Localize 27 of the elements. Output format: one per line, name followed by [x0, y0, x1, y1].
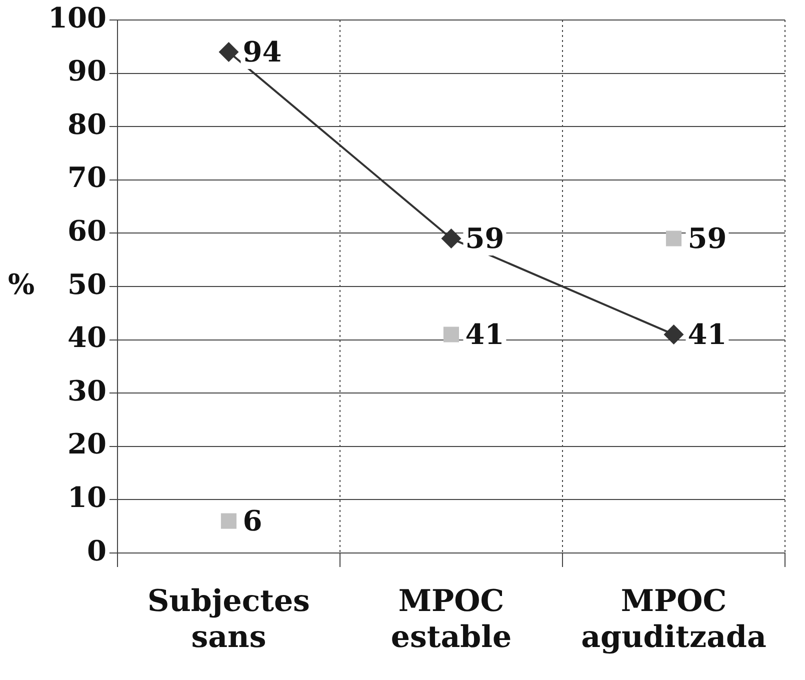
y-tick-label: 100 — [48, 1, 106, 34]
point — [664, 324, 684, 344]
data-label: 59 — [465, 222, 504, 255]
y-tick-label: 10 — [67, 480, 106, 514]
y-tick-label: 90 — [67, 54, 106, 88]
point — [441, 228, 462, 249]
x-tick-label: MPOC estable — [390, 584, 512, 655]
point — [220, 513, 236, 529]
y-axis-title: % — [8, 268, 35, 301]
point — [443, 326, 459, 342]
y-tick-label: 0 — [86, 534, 106, 568]
x-tick-label: MPOC aguditzada — [581, 584, 766, 655]
data-label: 94 — [242, 35, 282, 68]
data-label: 41 — [465, 318, 504, 351]
data-label: 59 — [688, 222, 727, 255]
data-label: 41 — [688, 318, 727, 351]
y-tick-label: 20 — [67, 428, 106, 461]
point — [218, 42, 239, 62]
y-tick-label: 70 — [67, 161, 106, 194]
data-label: 6 — [242, 504, 262, 538]
y-tick-label: 40 — [67, 321, 106, 354]
point — [666, 230, 682, 246]
y-tick-label: 60 — [67, 214, 106, 248]
x-tick-label: Subjectes sans — [147, 584, 310, 655]
y-tick-label: 30 — [67, 374, 106, 408]
y-tick-label: 80 — [67, 108, 106, 141]
y-tick-label: 50 — [67, 268, 106, 301]
